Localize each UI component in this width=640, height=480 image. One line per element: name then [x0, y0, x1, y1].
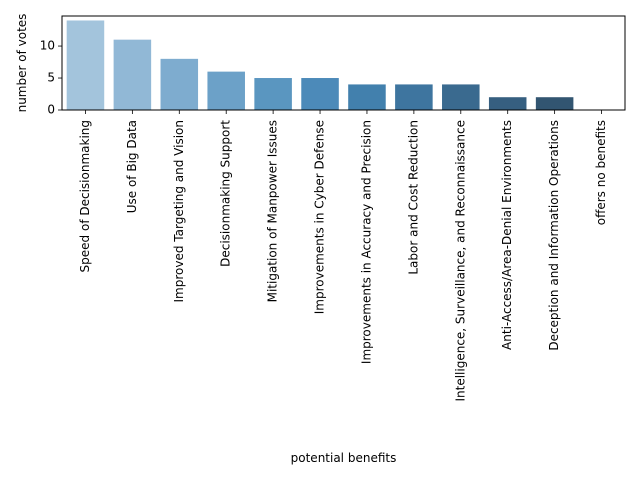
y-tick-label: 0: [47, 103, 55, 117]
x-tick-label: Labor and Cost Reduction: [406, 120, 420, 275]
y-tick-label: 10: [40, 39, 55, 53]
bar: [348, 84, 386, 110]
bar: [66, 20, 105, 111]
x-axis-title: potential benefits: [291, 451, 397, 465]
x-tick-label: Improved Targeting and Vision: [172, 120, 186, 302]
bar: [254, 78, 292, 110]
bar: [488, 97, 527, 110]
x-tick-label: Deception and Information Operations: [547, 120, 561, 351]
x-tick-label: Mitigation of Manpower Issues: [266, 120, 280, 302]
y-axis-title: number of votes: [15, 14, 29, 113]
x-tick-label: Improvements in Accuracy and Precision: [359, 120, 373, 364]
plot-frame: [61, 15, 626, 111]
x-tick-label: Improvements in Cyber Defense: [313, 120, 327, 314]
bar: [207, 71, 245, 110]
bar: [301, 78, 339, 110]
y-axis: 0 5 10: [40, 39, 62, 117]
y-tick-label: 5: [47, 71, 55, 85]
x-tick-label: Use of Big Data: [125, 120, 139, 213]
bar: [160, 58, 199, 110]
bar: [113, 39, 152, 110]
bar: [535, 97, 574, 110]
x-tick-label: Anti-Access/Area-Denial Environments: [500, 120, 514, 350]
x-tick-label: Intelligence, Surveillance, and Reconnai…: [453, 120, 467, 402]
bar: [395, 84, 433, 110]
x-tick-label: Speed of Decisionmaking: [78, 120, 92, 272]
bars-group: [66, 20, 574, 111]
x-tick-label: offers no benefits: [594, 120, 608, 225]
bar: [442, 84, 480, 110]
x-tick-label: Decisionmaking Support: [219, 120, 233, 267]
x-axis: Speed of Decisionmaking Use of Big Data Im…: [78, 110, 608, 402]
